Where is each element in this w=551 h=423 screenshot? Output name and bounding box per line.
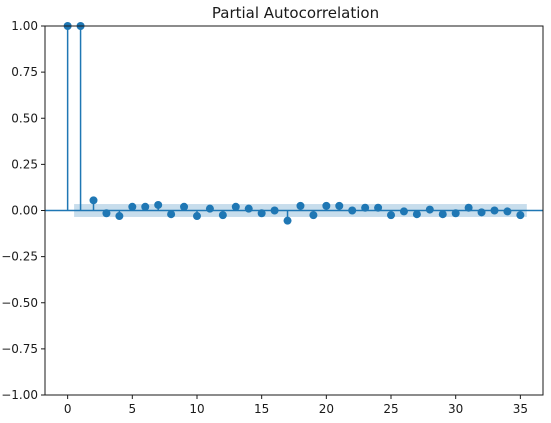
x-tick-label: 35 xyxy=(513,402,528,416)
y-tick-label: 1.00 xyxy=(11,19,38,33)
pacf-point-lag-22 xyxy=(348,206,357,215)
pacf-point-lag-24 xyxy=(374,203,383,212)
y-tick-label: 0.25 xyxy=(11,157,38,171)
pacf-point-lag-30 xyxy=(451,209,460,218)
pacf-point-lag-16 xyxy=(270,206,279,215)
y-tick-label: 0.50 xyxy=(11,111,38,125)
pacf-point-lag-18 xyxy=(296,201,305,210)
pacf-point-lag-29 xyxy=(438,210,447,219)
x-tick-label: 15 xyxy=(254,402,269,416)
pacf-point-lag-33 xyxy=(490,206,499,215)
pacf-point-lag-19 xyxy=(309,211,318,220)
pacf-point-lag-35 xyxy=(516,211,525,220)
pacf-point-lag-2 xyxy=(89,196,98,205)
pacf-point-lag-5 xyxy=(128,202,137,211)
pacf-point-lag-34 xyxy=(503,207,512,216)
pacf-point-lag-26 xyxy=(399,207,408,216)
pacf-point-lag-10 xyxy=(192,212,201,221)
x-tick-label: 0 xyxy=(64,402,72,416)
y-tick-label: −0.75 xyxy=(1,342,38,356)
pacf-point-lag-15 xyxy=(257,209,266,218)
y-tick-label: 0.75 xyxy=(11,65,38,79)
pacf-point-lag-31 xyxy=(464,203,473,212)
pacf-point-lag-7 xyxy=(154,200,163,209)
pacf-point-lag-9 xyxy=(180,202,189,211)
pacf-point-lag-6 xyxy=(141,202,150,211)
x-tick-label: 30 xyxy=(448,402,463,416)
pacf-point-lag-21 xyxy=(335,201,344,210)
y-tick-label: −0.25 xyxy=(1,250,38,264)
y-tick-label: −1.00 xyxy=(1,388,38,402)
pacf-point-lag-23 xyxy=(361,203,370,212)
pacf-point-lag-17 xyxy=(283,216,292,225)
pacf-point-lag-28 xyxy=(425,205,434,214)
pacf-point-lag-14 xyxy=(244,204,253,213)
pacf-point-lag-20 xyxy=(322,201,331,210)
pacf-point-lag-13 xyxy=(231,202,240,211)
pacf-point-lag-32 xyxy=(477,208,486,217)
x-tick-label: 10 xyxy=(189,402,204,416)
x-tick-label: 25 xyxy=(383,402,398,416)
y-tick-label: 0.00 xyxy=(11,204,38,218)
y-tick-label: −0.50 xyxy=(1,296,38,310)
pacf-point-lag-3 xyxy=(102,209,111,218)
x-tick-label: 5 xyxy=(128,402,136,416)
pacf-point-lag-12 xyxy=(218,211,227,220)
pacf-point-lag-8 xyxy=(167,210,176,219)
pacf-point-lag-4 xyxy=(115,212,124,221)
pacf-point-lag-11 xyxy=(205,204,214,213)
pacf-point-lag-25 xyxy=(387,211,396,220)
plot-frame xyxy=(44,25,544,396)
x-tick-label: 20 xyxy=(319,402,334,416)
pacf-point-lag-27 xyxy=(412,210,421,219)
chart-title: Partial Autocorrelation xyxy=(212,4,379,22)
